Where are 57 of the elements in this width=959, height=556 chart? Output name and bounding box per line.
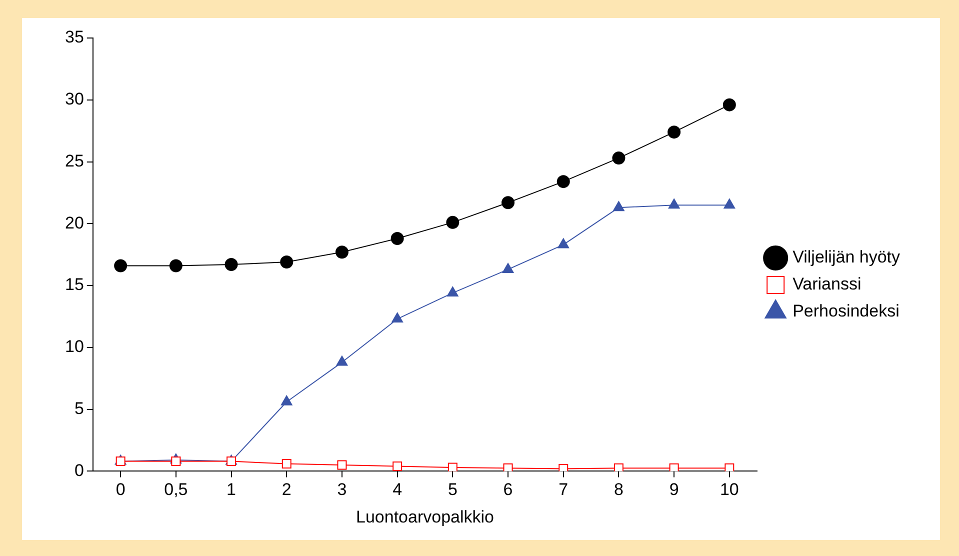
point	[335, 246, 348, 259]
point	[724, 463, 734, 472]
point	[614, 463, 624, 472]
point	[392, 312, 404, 322]
point	[280, 395, 292, 406]
point	[280, 256, 294, 269]
x-tick-label: 9	[669, 480, 679, 500]
x-tick-label: 1	[226, 480, 236, 500]
point	[556, 175, 570, 188]
point	[392, 462, 402, 471]
point	[502, 262, 514, 273]
legend-label: Varianssi	[792, 274, 862, 294]
point	[337, 460, 347, 470]
y-tick-label: 15	[64, 275, 84, 294]
point	[722, 98, 736, 112]
x-axis-title: Luontoarvopalkkio	[356, 507, 494, 526]
point	[502, 196, 515, 210]
y-tick-label: 10	[64, 337, 84, 356]
point	[114, 259, 128, 272]
y-tick-label: 25	[64, 151, 84, 170]
point	[668, 126, 681, 139]
point	[336, 356, 348, 366]
x-tick-label: 6	[503, 480, 513, 500]
point	[171, 456, 181, 466]
point	[282, 459, 292, 469]
point	[669, 463, 679, 472]
point	[503, 463, 513, 472]
point	[558, 238, 570, 248]
point	[226, 456, 236, 466]
point	[446, 216, 460, 229]
y-tick-label: 35	[64, 28, 84, 47]
y-tick-label: 30	[64, 90, 84, 109]
point	[446, 286, 458, 296]
x-tick-label: 7	[558, 480, 568, 500]
y-tick-label: 5	[74, 399, 84, 418]
x-tick-label: 5	[448, 480, 458, 500]
x-tick-label: 8	[614, 480, 624, 500]
y-tick-label: 20	[64, 213, 84, 232]
point	[390, 232, 404, 246]
point	[116, 456, 126, 466]
point	[224, 258, 238, 271]
x-tick-label: 0	[116, 480, 126, 500]
point	[169, 259, 182, 272]
point	[724, 198, 736, 209]
point	[558, 464, 568, 472]
point	[668, 198, 680, 209]
point	[613, 201, 624, 212]
y-tick-label: 0	[74, 460, 84, 480]
x-tick-label: 10	[720, 480, 739, 500]
x-tick-label: 0,5	[164, 480, 188, 500]
x-tick-label: 2	[282, 480, 292, 500]
legend-label: Perhosindeksi	[792, 302, 900, 321]
point	[612, 152, 626, 165]
point	[448, 462, 458, 472]
x-tick-label: 3	[337, 480, 347, 500]
x-tick-label: 4	[392, 480, 402, 500]
legend-label: Viljelijän hyöty	[792, 248, 900, 267]
